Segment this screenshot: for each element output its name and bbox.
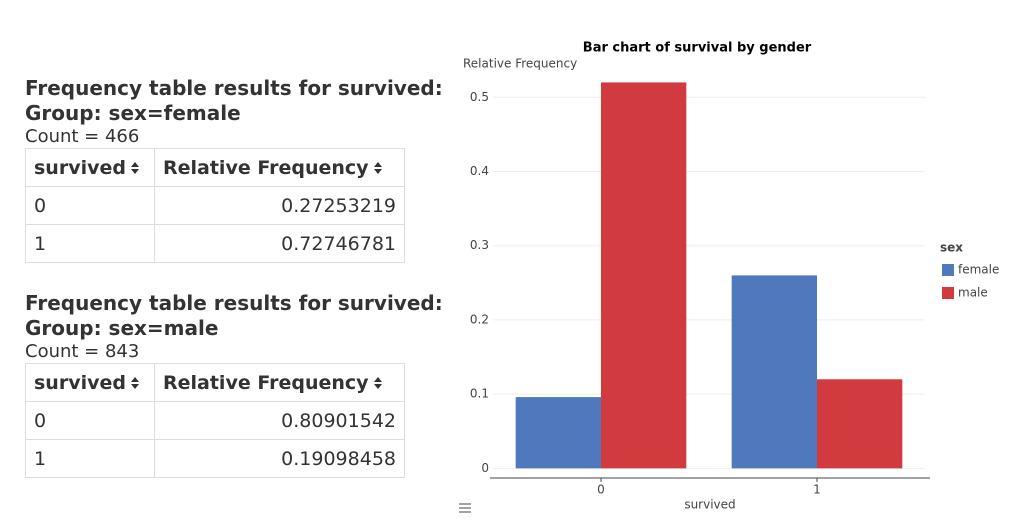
column-header-text: survived: [34, 371, 126, 394]
sort-icon[interactable]: [130, 376, 140, 390]
table-section: Frequency table results for survived: Gro…: [25, 76, 465, 263]
y-tick-label: 0.2: [470, 312, 489, 326]
table-title: Frequency table results for survived:: [25, 76, 443, 100]
y-tick-label: 0: [481, 461, 489, 475]
table-row: 1 0.19098458: [25, 439, 405, 478]
table-cell: 1: [25, 224, 155, 263]
table-row: 0 0.80901542: [25, 401, 405, 440]
column-header[interactable]: Relative Frequency: [154, 363, 405, 402]
group-label: Group: sex=female: [25, 101, 241, 125]
count-label: Count = 466: [25, 126, 140, 147]
table-cell: 0.72746781: [154, 224, 405, 263]
x-axis-label: survived: [684, 498, 735, 512]
column-header[interactable]: survived: [25, 148, 155, 187]
count-label: Count = 843: [25, 341, 140, 362]
table-section: Frequency table results for survived: Gro…: [25, 291, 465, 478]
y-tick-label: 0.5: [470, 90, 489, 104]
table-cell: 1: [25, 439, 155, 478]
column-header-text: Relative Frequency: [163, 156, 369, 179]
column-header-text: survived: [34, 156, 126, 179]
y-tick-label: 0.4: [470, 164, 489, 178]
table-title: Frequency table results for survived:: [25, 291, 443, 315]
legend-label: male: [958, 286, 988, 300]
frequency-table: survived Relative Frequency 0 0.80901542 1 0.…: [25, 363, 405, 478]
bar: [601, 82, 687, 469]
x-tick-label: 0: [597, 483, 605, 497]
menu-icon[interactable]: [459, 503, 471, 513]
legend-label: female: [958, 263, 999, 277]
table-cell: 0.80901542: [154, 401, 405, 440]
legend-swatch: [942, 287, 954, 299]
header-row: survived Relative Frequency: [25, 148, 405, 187]
sort-icon[interactable]: [130, 161, 140, 175]
header-row: survived Relative Frequency: [25, 363, 405, 402]
x-tick-label: 1: [813, 483, 821, 497]
bar: [515, 397, 601, 469]
table-cell: 0.19098458: [154, 439, 405, 478]
table-cell: 0: [25, 401, 155, 440]
sort-icon[interactable]: [373, 161, 383, 175]
y-axis-label: Relative Frequency: [463, 57, 577, 71]
chart-title: Bar chart of survival by gender: [583, 41, 812, 56]
y-tick-label: 0.3: [470, 238, 489, 252]
sort-icon[interactable]: [373, 376, 383, 390]
group-label: Group: sex=male: [25, 316, 219, 340]
legend-title: sex: [940, 241, 963, 255]
bar: [817, 379, 903, 469]
table-cell: 0.27253219: [154, 186, 405, 225]
bar: [731, 275, 817, 469]
frequency-table: survived Relative Frequency 0 0.27253219 1 0.…: [25, 148, 405, 263]
legend-swatch: [942, 264, 954, 276]
column-header[interactable]: survived: [25, 363, 155, 402]
table-row: 0 0.27253219: [25, 186, 405, 225]
y-tick-label: 0.1: [470, 387, 489, 401]
table-row: 1 0.72746781: [25, 224, 405, 263]
column-header-text: Relative Frequency: [163, 371, 369, 394]
column-header[interactable]: Relative Frequency: [154, 148, 405, 187]
